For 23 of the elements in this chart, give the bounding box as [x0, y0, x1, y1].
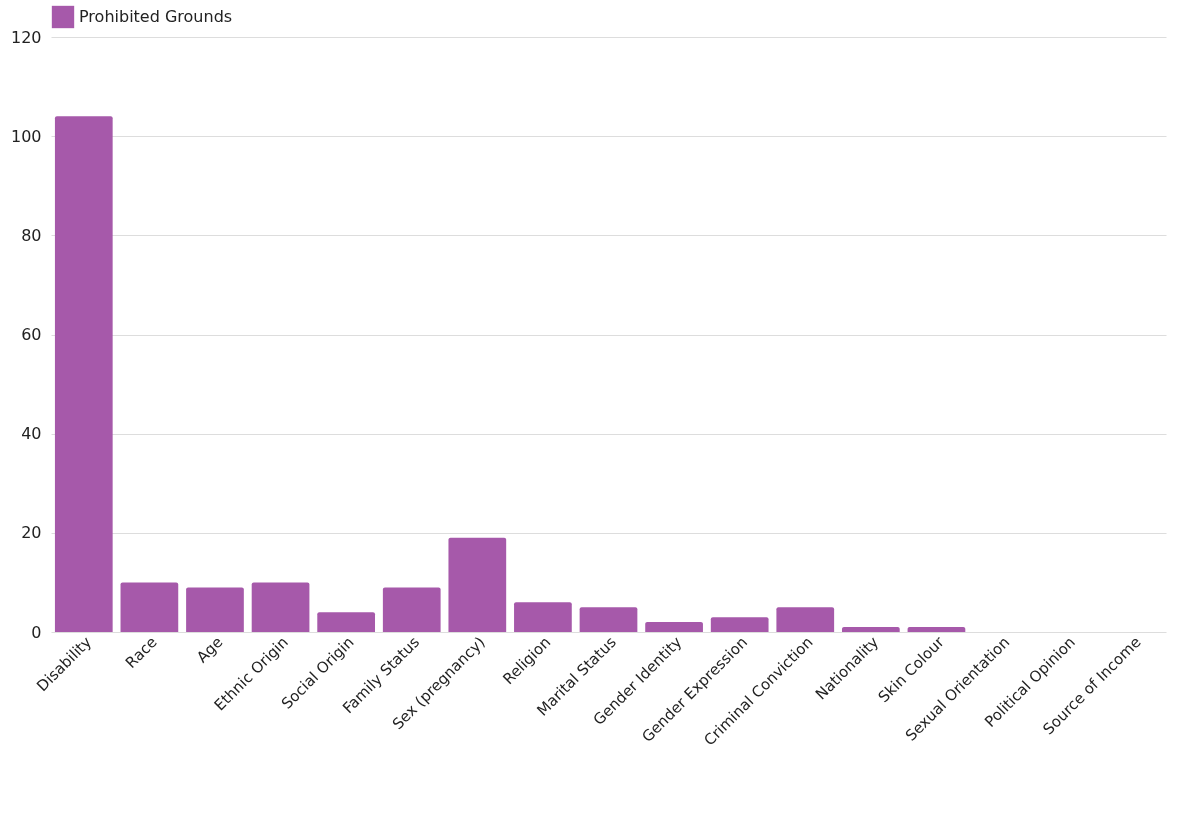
y-tick-label: 120: [10, 27, 42, 47]
bar: [514, 602, 572, 632]
bar: [579, 607, 638, 632]
x-tick-label: Age: [193, 633, 227, 667]
y-tick-label: 0: [31, 622, 42, 642]
bar: [54, 116, 113, 632]
legend-label: Prohibited Grounds: [79, 7, 233, 26]
bar: [317, 612, 376, 632]
y-tick-label: 60: [21, 325, 42, 344]
bar: [251, 582, 310, 632]
bar: [448, 537, 507, 632]
bar: [645, 622, 703, 632]
y-tick-label: 80: [21, 225, 42, 245]
y-tick-label: 20: [21, 523, 42, 543]
y-tick-label: 40: [21, 424, 42, 444]
y-tick-label: 100: [10, 126, 42, 146]
bar: [907, 627, 966, 632]
bar: [120, 582, 179, 632]
bar: [186, 587, 244, 632]
bar: [841, 627, 900, 632]
bar: [776, 607, 835, 632]
bar: [710, 617, 769, 632]
bar: [382, 587, 441, 632]
